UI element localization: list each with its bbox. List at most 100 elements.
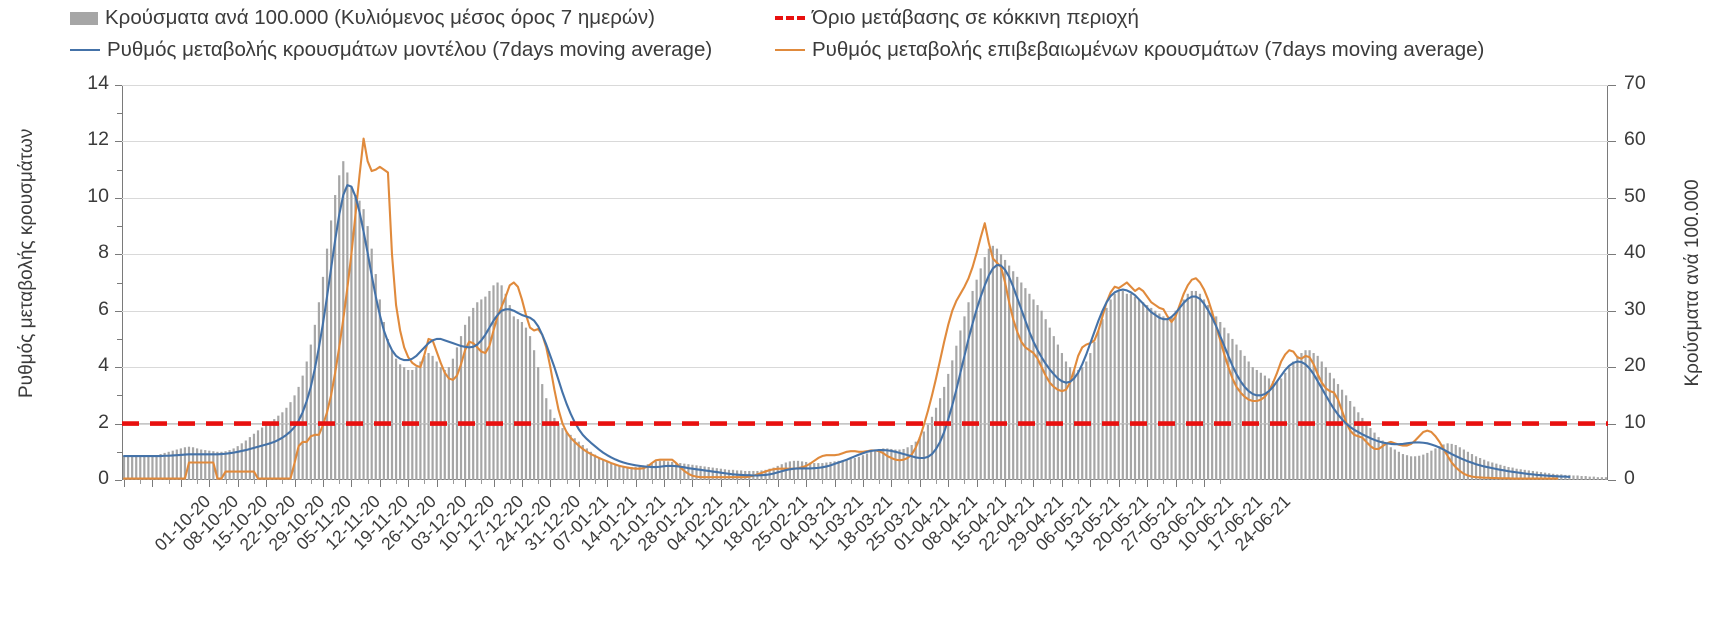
bar (813, 463, 816, 480)
bar (484, 296, 487, 480)
bar (1405, 455, 1409, 480)
bar (1430, 450, 1433, 480)
bar (979, 268, 982, 480)
bar (524, 327, 528, 480)
gridline (122, 310, 1608, 312)
bar (216, 451, 219, 480)
x-axis-minor-tick (566, 480, 568, 484)
bar (382, 322, 385, 480)
bar (346, 172, 349, 480)
bar (675, 462, 678, 480)
chart-svg (122, 137, 1608, 480)
bar (821, 463, 824, 480)
right-axis-tick-mark (1608, 85, 1616, 86)
blue-line-swatch-icon (70, 49, 100, 51)
bar (1048, 327, 1051, 480)
bar (330, 220, 333, 480)
right-axis-tick-label: 0 (1624, 467, 1635, 489)
bar (386, 338, 390, 480)
bar (894, 449, 897, 480)
bar (1511, 467, 1514, 480)
bar (1442, 444, 1445, 480)
bar (1401, 454, 1405, 480)
x-axis-minor-tick (225, 480, 227, 484)
bar (622, 465, 625, 480)
bar (1458, 447, 1461, 480)
x-axis-tick-mark (834, 480, 836, 487)
bar (362, 209, 365, 480)
bar (1162, 316, 1165, 480)
bar (293, 395, 296, 480)
bar (179, 448, 182, 480)
bar (589, 451, 593, 480)
bar (679, 463, 682, 480)
bar (1235, 344, 1238, 480)
bar (139, 456, 142, 480)
left-axis-tick-label: 6 (98, 297, 109, 320)
left-axis-tick-mark (115, 367, 122, 369)
bar (1267, 378, 1271, 480)
bar (1056, 344, 1059, 480)
bar (1105, 307, 1108, 480)
bar (1194, 290, 1197, 480)
bar (947, 373, 950, 480)
bar (687, 464, 690, 480)
right-axis-tick-mark (1608, 310, 1616, 312)
bar (1487, 461, 1490, 480)
bar (999, 254, 1003, 480)
bar (1003, 259, 1007, 480)
bar (1024, 288, 1027, 480)
bar (906, 447, 909, 480)
left-axis-tick-label: 12 (87, 128, 109, 151)
bar (131, 456, 134, 480)
bar (516, 319, 519, 480)
left-axis-tick-mark (115, 254, 122, 256)
bar (366, 226, 369, 480)
bar (1519, 469, 1522, 480)
bar (126, 456, 130, 480)
bar (354, 195, 357, 480)
bar (1089, 353, 1092, 480)
bar (1198, 293, 1202, 480)
bar (488, 290, 491, 480)
bar (1474, 456, 1478, 480)
bar (1109, 299, 1112, 480)
x-axis-tick-mark (664, 480, 666, 487)
bar (557, 423, 560, 480)
x-axis-minor-tick (1134, 480, 1136, 484)
bar (662, 460, 666, 480)
bar (671, 461, 674, 480)
bar-series (122, 161, 1608, 480)
bar (463, 324, 467, 480)
left-axis-tick-mark (115, 310, 122, 312)
x-axis-minor-tick (595, 480, 596, 484)
bar (1523, 469, 1526, 480)
bar (317, 302, 321, 480)
bar (1345, 395, 1348, 480)
bar (910, 445, 913, 480)
bar (602, 459, 605, 480)
bar (1365, 423, 1368, 480)
left-axis-minor-tick (117, 395, 122, 397)
x-axis-tick-mark (266, 480, 268, 487)
left-axis-tick-label: 4 (98, 354, 109, 377)
bar (1604, 477, 1608, 480)
bar (1202, 299, 1206, 480)
bar (987, 248, 990, 480)
bar (939, 398, 942, 480)
bar (224, 451, 227, 480)
bar (1507, 467, 1510, 480)
plot-frame (122, 85, 1608, 480)
bar (1470, 454, 1474, 480)
x-axis-minor-tick (765, 480, 767, 484)
bar (829, 461, 832, 480)
x-axis-minor-tick (253, 480, 255, 484)
legend-label: Ρυθμός μεταβολής επιβεβαιωμένων κρουσμάτ… (812, 38, 1485, 61)
bar (1300, 353, 1303, 480)
bar (1479, 457, 1482, 480)
bar (1296, 355, 1299, 480)
bar (256, 430, 260, 480)
bar (614, 464, 617, 480)
left-axis-minor-tick (117, 113, 122, 115)
bar (1280, 378, 1283, 480)
